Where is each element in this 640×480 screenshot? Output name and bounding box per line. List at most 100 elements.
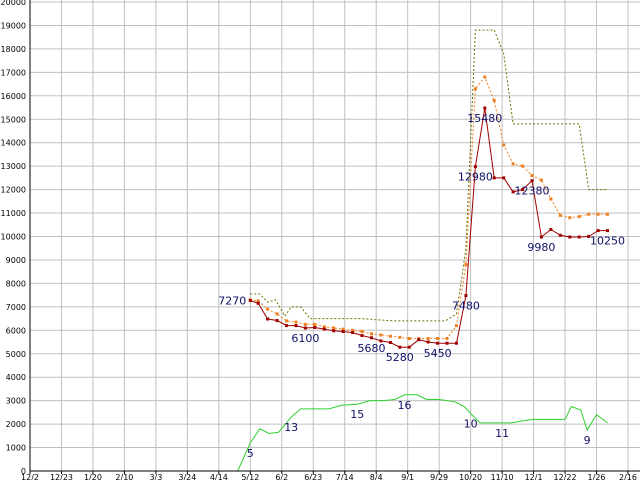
data-point-price	[266, 317, 270, 321]
data-point-price	[417, 338, 421, 342]
x-tick-label: 8/4	[370, 473, 383, 480]
data-point-average	[577, 215, 581, 219]
data-point-price	[370, 336, 373, 340]
data-point-price	[606, 229, 609, 233]
data-point-average	[587, 212, 591, 216]
data-label: 6100	[291, 332, 319, 345]
data-point-average	[436, 337, 440, 340]
data-label: 11	[495, 427, 509, 440]
data-point-price	[398, 345, 402, 349]
data-point-price	[256, 301, 260, 305]
y-tick-label: 4000	[6, 373, 26, 382]
data-point-price	[539, 235, 543, 239]
data-point-average	[445, 337, 449, 340]
y-tick-label: 9000	[6, 256, 26, 265]
plot-background	[30, 0, 640, 471]
data-point-average	[464, 263, 468, 267]
data-point-price	[341, 330, 345, 333]
data-label: 5	[247, 447, 254, 460]
y-tick-label: 5000	[6, 350, 26, 359]
y-tick-label: 1000	[6, 444, 26, 453]
series-line-upper	[250, 29, 608, 322]
x-tick-label: 12/2	[21, 473, 39, 480]
data-point-average	[303, 322, 307, 326]
data-point-price	[596, 229, 600, 233]
data-point-price	[521, 188, 525, 192]
data-point-average	[266, 307, 270, 311]
data-label: 5680	[358, 342, 386, 355]
data-label: 12980	[458, 171, 493, 184]
x-tick-label: 12/1	[525, 473, 543, 480]
y-tick-label: 18000	[1, 45, 26, 54]
data-point-average	[521, 164, 525, 168]
data-point-price	[445, 341, 449, 345]
data-point-price	[332, 329, 336, 333]
data-point-price	[294, 324, 298, 328]
data-label: 16	[398, 399, 412, 412]
x-tick-label: 5/12	[241, 473, 259, 480]
data-point-price	[549, 228, 553, 231]
data-point-price	[360, 334, 364, 337]
y-tick-label: 14000	[1, 139, 26, 148]
data-point-average	[539, 178, 543, 182]
data-point-average	[275, 312, 279, 316]
data-point-average	[455, 324, 458, 328]
data-label: 10250	[590, 235, 625, 248]
data-point-average	[313, 322, 317, 326]
data-label: 9	[584, 434, 591, 447]
data-label: 15480	[467, 112, 502, 125]
data-point-average	[549, 197, 553, 201]
x-tick-label: 9/1	[401, 473, 414, 480]
x-tick-label: 11/10	[491, 473, 514, 480]
y-tick-label: 10000	[1, 233, 26, 242]
data-label: 5280	[386, 351, 414, 364]
data-point-average	[294, 320, 298, 324]
data-point-average	[473, 87, 477, 91]
data-point-price	[426, 340, 430, 344]
data-point-average	[341, 327, 345, 331]
y-tick-label: 8000	[6, 279, 26, 288]
data-label: 10	[464, 418, 478, 431]
data-point-price	[313, 326, 317, 329]
data-point-average	[558, 213, 562, 217]
data-point-average	[426, 337, 430, 340]
data-point-average	[492, 99, 496, 102]
x-tick-label: 12/22	[554, 473, 577, 480]
data-label: 12380	[515, 185, 550, 198]
y-tick-label: 20000	[1, 0, 26, 7]
x-tick-label: 1/20	[84, 473, 102, 480]
data-point-average	[332, 326, 336, 330]
x-tick-label: 9/29	[430, 473, 448, 480]
data-label: 15	[350, 408, 364, 421]
data-label: 13	[284, 421, 298, 434]
data-point-price	[530, 179, 534, 183]
y-tick-label: 11000	[1, 209, 26, 218]
data-point-price	[558, 233, 562, 237]
x-tick-label: 3/3	[149, 473, 162, 480]
x-tick-label: 1/26	[588, 473, 606, 480]
data-point-price	[275, 319, 279, 322]
data-point-price	[436, 341, 440, 345]
y-tick-label: 3000	[6, 397, 26, 406]
data-point-average	[398, 335, 402, 339]
data-point-average	[388, 334, 392, 338]
data-point-price	[303, 326, 307, 330]
x-tick-label: 6/23	[304, 473, 322, 480]
data-point-price	[388, 341, 392, 344]
data-point-average	[407, 337, 411, 340]
y-tick-label: 0	[21, 467, 26, 476]
y-tick-label: 17000	[1, 68, 26, 77]
data-point-price	[455, 341, 458, 345]
data-point-price	[511, 190, 515, 194]
data-point-price	[285, 324, 288, 328]
y-tick-label: 6000	[6, 326, 26, 335]
data-point-average	[322, 325, 326, 329]
data-point-average	[370, 332, 373, 336]
x-tick-label: 2/16	[619, 473, 637, 480]
x-tick-label: 2/10	[115, 473, 133, 480]
data-label: 7480	[452, 300, 480, 313]
y-tick-label: 12000	[1, 186, 26, 195]
